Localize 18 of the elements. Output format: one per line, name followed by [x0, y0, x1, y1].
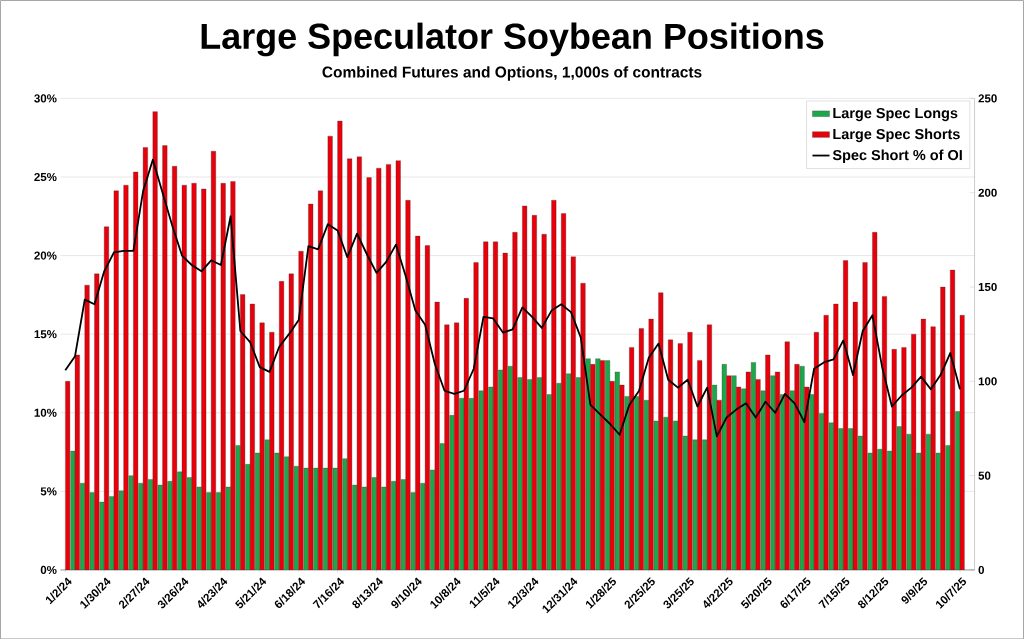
chart-title: Large Speculator Soybean Positions — [201, 22, 824, 57]
y2-tick-label: 250 — [978, 94, 997, 103]
y-tick-label: 20% — [34, 251, 57, 260]
y-tick-label: 30% — [34, 94, 57, 103]
y-tick-label: 15% — [34, 329, 57, 339]
chart-subtitle: Combined Futures and Options, 1,000s of contracts — [322, 66, 702, 81]
y-tick-label: 25% — [34, 172, 57, 181]
legend-label: Large Spec Longs — [833, 107, 958, 121]
y2-tick-label: 50 — [978, 471, 991, 480]
y-tick-label: 0% — [40, 565, 57, 574]
y2-tick-label: 200 — [978, 188, 997, 197]
y-tick-label: 5% — [40, 487, 57, 496]
legend-label: Spec Short % of OI — [832, 149, 962, 163]
y2-tick-label: 150 — [978, 282, 997, 291]
y2-tick-label: 100 — [978, 377, 997, 386]
y2-tick-label: 0 — [978, 565, 985, 574]
y-tick-label: 10% — [34, 408, 57, 417]
legend-label: Large Spec Shorts — [833, 128, 960, 142]
